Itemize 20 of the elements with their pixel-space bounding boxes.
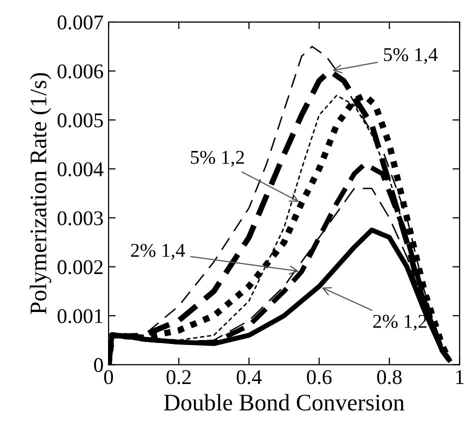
- y-axis-title: Polymerization Rate (1/s): [30, 73, 52, 314]
- y-tick-label: 0.001: [58, 309, 102, 324]
- y-tick-label: 0.002: [58, 260, 103, 274]
- x-tick-label: 1: [456, 370, 464, 384]
- y-tick-label: 0.005: [58, 113, 103, 128]
- annotation: 2% 1,4: [131, 244, 185, 260]
- x-tick-label: 0.6: [306, 370, 332, 384]
- x-tick-label: 0.2: [166, 370, 191, 384]
- annotation: 2% 1,2: [373, 314, 426, 331]
- y-tick-label: 0.004: [58, 162, 104, 176]
- y-tick-label: 0.007: [58, 15, 104, 30]
- x-axis-title: Double Bond Conversion: [164, 394, 404, 411]
- x-tick-label: 0.8: [377, 370, 402, 384]
- x-tick-label: 0.4: [236, 370, 262, 384]
- y-tick-label: 0: [94, 358, 103, 372]
- annotation: 5% 1,4: [384, 48, 438, 64]
- annotation: 5% 1,2: [190, 150, 244, 167]
- y-tick-label: 0.006: [58, 64, 104, 79]
- y-tick-label: 0.003: [58, 211, 103, 226]
- x-tick-label: 0: [104, 370, 113, 384]
